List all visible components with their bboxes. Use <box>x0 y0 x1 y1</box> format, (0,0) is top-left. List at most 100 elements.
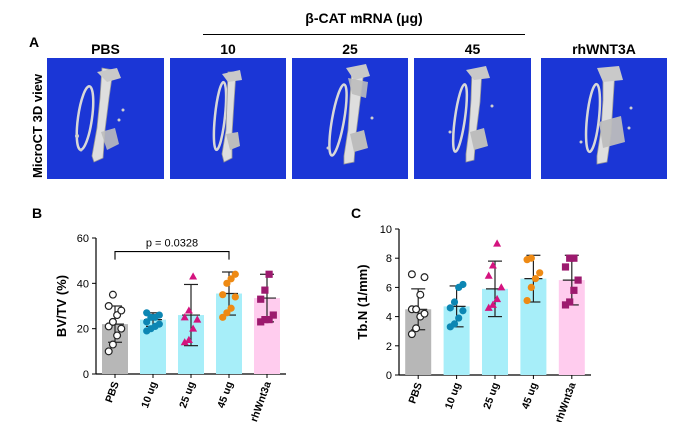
data-point <box>231 270 239 278</box>
data-point <box>531 275 540 283</box>
data-point <box>459 307 467 315</box>
data-point <box>184 306 193 314</box>
data-point <box>450 298 459 306</box>
data-point <box>484 303 493 311</box>
data-point <box>566 254 574 262</box>
panel-c-label: C <box>351 205 361 221</box>
chart-tbn: C 0 2 4 6 8 10 Tb.N (1/mm) PBS 10 ug 25 ug 45 ug rh… <box>351 205 591 422</box>
data-point <box>497 283 506 291</box>
data-point <box>117 324 126 333</box>
x-tick-label: 45 ug <box>520 381 541 411</box>
x-tick-label: rhWnt3a <box>248 380 274 422</box>
data-point <box>484 271 493 279</box>
data-point <box>459 280 467 289</box>
group-title: β-CAT mRNA (μg) <box>305 10 423 26</box>
data-point <box>561 263 570 271</box>
y-tick-label: 40 <box>77 278 89 290</box>
x-tick-label: PBS <box>406 381 425 405</box>
data-point <box>416 290 425 299</box>
x-tick-label: 10 ug <box>443 381 464 411</box>
column-header-rhwnt3a: rhWNT3A <box>572 41 636 57</box>
y-tick-label: 60 <box>77 233 89 245</box>
significance-label: p = 0.0328 <box>146 238 198 250</box>
data-point <box>117 306 126 315</box>
x-tick-label: 10 ug <box>139 380 160 410</box>
chart-bvtv: B 0 20 40 60 BV/TV (%) PBS 10 ug 25 ug 45 ug rhWn… <box>32 205 286 422</box>
data-point <box>561 301 570 309</box>
data-point <box>570 286 578 294</box>
data-point <box>488 261 497 269</box>
data-point <box>257 318 265 326</box>
data-point <box>261 286 269 294</box>
data-point <box>488 300 497 308</box>
microct-image-10 <box>170 58 286 179</box>
data-point <box>265 270 273 278</box>
data-point <box>265 316 273 324</box>
data-point <box>493 294 502 303</box>
x-tick-label: 25 ug <box>481 381 502 411</box>
data-point <box>184 335 193 343</box>
data-point <box>104 347 113 356</box>
data-point <box>527 283 535 291</box>
data-point <box>193 315 202 323</box>
group-bracket-line <box>203 34 525 35</box>
data-point <box>446 304 454 312</box>
data-point <box>450 320 459 328</box>
row-label: MicroCT 3D view <box>30 73 45 178</box>
data-point <box>523 296 531 305</box>
data-point <box>412 305 421 314</box>
data-point <box>180 313 189 321</box>
data-point <box>108 317 117 326</box>
y-axis-label: Tb.N (1/mm) <box>355 264 370 339</box>
column-header-10: 10 <box>220 41 236 57</box>
y-tick-label: 10 <box>380 224 392 236</box>
panel-a-label: A <box>29 34 40 50</box>
data-point <box>407 270 416 279</box>
microct-image-25 <box>292 58 408 179</box>
x-tick-label: 45 ug <box>215 380 236 410</box>
microct-image-rhwnt3a <box>541 58 667 179</box>
microct-image-pbs <box>47 58 164 179</box>
data-point <box>420 309 429 318</box>
y-tick-label: 0 <box>83 369 89 381</box>
data-point <box>412 324 421 333</box>
y-tick-label: 0 <box>386 370 392 382</box>
data-point <box>108 290 117 299</box>
data-point <box>407 330 416 339</box>
y-tick-label: 8 <box>386 253 392 265</box>
x-tick-label: rhWnt3a <box>553 381 579 422</box>
data-point <box>570 254 578 262</box>
microct-image-45 <box>414 58 531 179</box>
data-point <box>180 338 189 346</box>
data-point <box>261 316 269 324</box>
data-point <box>227 304 235 312</box>
data-point <box>219 291 227 299</box>
significance-bracket <box>114 251 230 260</box>
data-point <box>223 309 231 317</box>
data-point <box>108 340 117 349</box>
data-point <box>574 276 582 284</box>
data-point <box>527 254 535 262</box>
data-point <box>223 279 231 287</box>
data-point <box>104 301 113 310</box>
column-header-25: 25 <box>342 41 358 57</box>
data-point <box>566 298 574 306</box>
data-point <box>155 320 163 328</box>
data-point <box>231 293 239 301</box>
y-tick-label: 4 <box>386 312 392 324</box>
column-header-pbs: PBS <box>91 41 120 57</box>
data-point <box>257 295 265 303</box>
data-point <box>536 269 544 277</box>
data-point <box>113 331 122 340</box>
data-point <box>189 324 198 332</box>
y-axis-label: BV/TV (%) <box>54 275 69 337</box>
y-tick-label: 2 <box>386 341 392 353</box>
y-tick-label: 20 <box>77 324 89 336</box>
data-point <box>269 311 277 319</box>
column-header-45: 45 <box>464 41 481 57</box>
data-point <box>143 309 151 317</box>
data-point <box>219 313 227 321</box>
data-point <box>155 311 163 319</box>
data-point <box>420 273 429 282</box>
data-point <box>227 275 235 283</box>
